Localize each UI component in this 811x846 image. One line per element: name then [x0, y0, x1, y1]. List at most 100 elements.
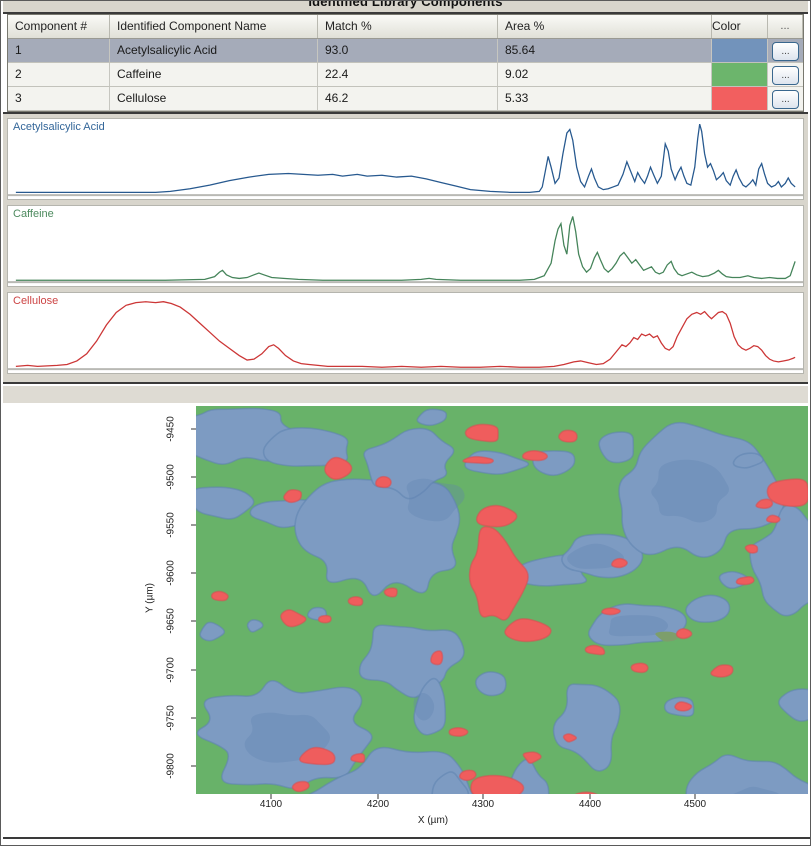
- x-tick-label: 4200: [366, 799, 390, 810]
- x-tick-label: 4100: [259, 799, 283, 810]
- map-region-acetylsalicylic: [308, 746, 474, 794]
- map-region-acetylsalicylic: [685, 754, 808, 794]
- panel-title-bar: Identified Library Components: [3, 1, 808, 14]
- match-percent: 22.4: [318, 63, 498, 86]
- map-region-cellulose: [521, 449, 549, 462]
- y-tick-label: -9600: [165, 560, 177, 586]
- map-region-acetylsalicylic: [199, 621, 226, 642]
- map-region-cellulose: [470, 774, 525, 794]
- color-picker-button[interactable]: ...: [772, 90, 799, 109]
- spectrum-plot: [8, 123, 803, 197]
- spectra-stack: Acetylsalicylic Acid Caffeine Cellulose: [3, 112, 808, 384]
- area-percent: 85.64: [498, 39, 712, 62]
- x-tick-label: 4300: [471, 799, 495, 810]
- map-region-cellulose: [735, 576, 755, 586]
- map-region-cellulose: [210, 590, 229, 602]
- spectrum-panel: Caffeine: [7, 205, 804, 287]
- column-header-c3[interactable]: Area %: [498, 15, 712, 38]
- map-region-cellulose: [324, 456, 353, 480]
- map-region-cellulose: [584, 644, 606, 656]
- map-region-cellulose: [475, 504, 518, 528]
- map-region-cellulose: [675, 628, 693, 640]
- component-number: 3: [8, 87, 110, 110]
- color-swatch[interactable]: [712, 87, 767, 110]
- map-region-cellulose: [630, 662, 649, 674]
- map-region-cellulose: [562, 733, 578, 743]
- map-region-cellulose: [574, 791, 598, 794]
- y-tick-label: -9550: [165, 512, 177, 538]
- column-header-c5[interactable]: ...: [768, 15, 803, 38]
- spectrum-panel: Acetylsalicylic Acid: [7, 118, 804, 200]
- area-percent: 9.02: [498, 63, 712, 86]
- map-region-cellulose: [448, 727, 469, 737]
- map-region-cellulose: [280, 609, 307, 628]
- y-tick-label: -9450: [165, 416, 177, 442]
- table-row[interactable]: 2 Caffeine 22.4 9.02...: [8, 63, 803, 87]
- spectrum-trace: [15, 216, 796, 281]
- x-axis-title: X (µm): [417, 815, 449, 826]
- component-name: Acetylsalicylic Acid: [110, 39, 318, 62]
- map-region-blue-core: [567, 543, 624, 569]
- map-region-blue-core: [733, 786, 780, 794]
- map-region-cellulose: [374, 475, 392, 489]
- map-region-acetylsalicylic: [778, 688, 808, 722]
- map-region-acetylsalicylic: [552, 683, 621, 772]
- table-row[interactable]: 1 Acetylsalicylic Acid 93.0 85.64...: [8, 39, 803, 63]
- y-tick-label: -9750: [165, 705, 177, 731]
- table-header-row: Component # Identified Component Name Matc…: [8, 15, 803, 39]
- y-tick-label: -9500: [165, 464, 177, 490]
- color-swatch[interactable]: [712, 63, 767, 86]
- map-region-acetylsalicylic: [262, 427, 349, 467]
- spectrum-label: Caffeine: [13, 208, 54, 220]
- column-header-c0[interactable]: Component #: [8, 15, 110, 38]
- map-region-cellulose: [744, 544, 759, 554]
- column-header-c1[interactable]: Identified Component Name: [110, 15, 318, 38]
- table-row[interactable]: 3 Cellulose 46.2 5.33...: [8, 87, 803, 111]
- map-region-cellulose: [601, 607, 621, 616]
- spectrum-trace: [15, 301, 796, 368]
- color-swatch[interactable]: [712, 39, 767, 62]
- map-region-cellulose: [765, 514, 781, 524]
- panel-title: Identified Library Components: [308, 1, 503, 9]
- table-body: 1 Acetylsalicylic Acid 93.0 85.64... 2 Caffei…: [8, 39, 803, 111]
- map-region-acetylsalicylic: [431, 771, 470, 794]
- map-region-acetylsalicylic: [475, 671, 507, 697]
- y-tick-label: -9650: [165, 608, 177, 634]
- spectrum-panel: Cellulose: [7, 292, 804, 374]
- spectrum-plot: [8, 301, 803, 371]
- map-region-cellulose: [350, 752, 366, 764]
- column-header-c2[interactable]: Match %: [318, 15, 498, 38]
- x-tick-label: 4500: [683, 799, 707, 810]
- map-region-acetylsalicylic: [413, 677, 447, 736]
- map-region-cellulose: [522, 751, 542, 764]
- color-picker-button[interactable]: ...: [772, 66, 799, 85]
- map-region-cellulose: [347, 596, 364, 607]
- spectrum-label: Cellulose: [13, 295, 59, 307]
- chemical-map-panel: X (µm) Y (µm) 4100 4200 4300 4400 4500 -9450 -…: [3, 403, 810, 839]
- map-region-cellulose: [458, 769, 477, 782]
- map-region-cellulose: [468, 525, 529, 621]
- chemical-map-image: [191, 406, 808, 799]
- map-region-acetylsalicylic: [246, 619, 264, 633]
- map-region-cellulose: [674, 701, 693, 712]
- match-percent: 46.2: [318, 87, 498, 110]
- map-region-cellulose: [317, 614, 332, 624]
- map-region-cellulose: [462, 455, 494, 465]
- y-axis-title: Y (µm): [144, 582, 156, 614]
- y-tick-label: -9800: [165, 753, 177, 779]
- map-region-cellulose: [464, 423, 499, 443]
- color-picker-button[interactable]: ...: [772, 42, 799, 61]
- components-table: Component # Identified Component Name Matc…: [7, 14, 804, 112]
- map-region-blue-core: [413, 693, 435, 721]
- map-region-acetylsalicylic: [196, 486, 255, 520]
- map-region-cellulose: [504, 618, 552, 643]
- x-tick-label: 4400: [578, 799, 602, 810]
- map-region-blue-core: [651, 459, 729, 523]
- spectrum-plot: [8, 216, 803, 284]
- area-percent: 5.33: [498, 87, 712, 110]
- map-region-cellulose: [766, 478, 808, 508]
- map-region-cellulose: [610, 557, 628, 569]
- column-header-c4[interactable]: Color: [712, 15, 768, 38]
- component-name: Caffeine: [110, 63, 318, 86]
